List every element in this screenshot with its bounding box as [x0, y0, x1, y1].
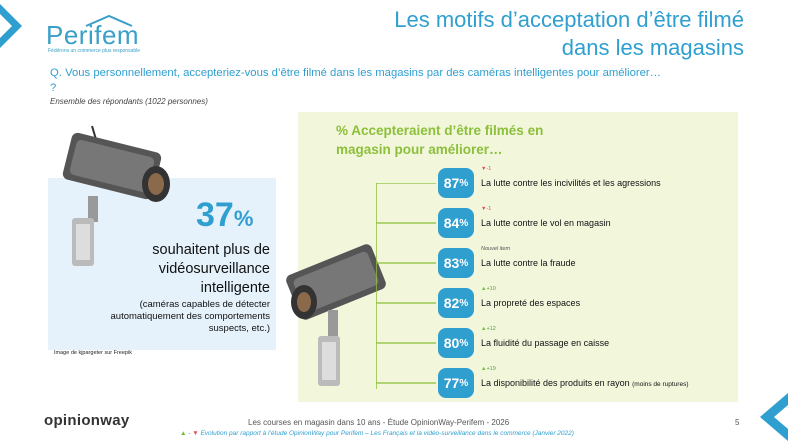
evolution-badge: ▲+10: [481, 286, 496, 292]
results-title: % Accepteraient d’être filmés en magasin…: [336, 123, 544, 157]
item-label: La disponibilité des produits en rayon (…: [481, 378, 688, 388]
evolution-badge: ▼-1: [481, 206, 491, 212]
evolution-badge: ▲+12: [481, 326, 496, 332]
image-credit: Image de kjpargeter sur Freepik: [54, 350, 132, 356]
security-camera-icon: [62, 125, 170, 266]
page-title: Les motifs d’acceptation d’être filmé da…: [184, 6, 744, 62]
highlight-main-text: souhaitent plus de vidéosurveillance int…: [152, 242, 270, 296]
item-label-text: La lutte contre le vol en magasin: [481, 218, 611, 228]
page-number: 5: [735, 418, 740, 427]
evolution-legend-text: Evolution par rapport à l’étude OpinionW…: [200, 430, 574, 437]
pill-unit: %: [459, 297, 469, 309]
pill-unit: %: [459, 257, 469, 269]
triangle-up-icon: ▲: [481, 286, 487, 292]
pill-value: 82: [443, 295, 460, 311]
study-reference: Les courses en magasin dans 10 ans - Étu…: [248, 418, 510, 427]
pill-unit: %: [459, 377, 469, 389]
item-label-text: La fluidité du passage en caisse: [481, 338, 610, 348]
item-label-text: La lutte contre les incivilités et les a…: [481, 178, 661, 188]
triangle-down-icon: ▼: [481, 206, 487, 212]
evolution-value: Nouvel item: [481, 246, 511, 252]
triangle-down-icon: ▼: [192, 430, 199, 437]
corner-chevron-bottom-right: [760, 393, 788, 441]
percentage-pill: 83%: [438, 248, 474, 278]
pill-unit: %: [459, 217, 469, 229]
perifem-logo: Perifem Fédérons un commerce plus respon…: [46, 14, 156, 54]
pill-value: 77: [443, 375, 460, 391]
evolution-value: -1: [486, 206, 492, 212]
triangle-down-icon: ▼: [481, 166, 487, 172]
pill-value: 80: [443, 335, 460, 351]
item-label: La propreté des espaces: [481, 298, 580, 308]
pill-value: 84: [443, 215, 460, 231]
triangle-up-icon: ▲: [481, 326, 487, 332]
pill-unit: %: [459, 337, 469, 349]
item-label-note: (moins de ruptures): [632, 381, 689, 388]
evolution-badge: ▼-1: [481, 166, 491, 172]
item-label: La lutte contre la fraude: [481, 258, 576, 268]
big-number: 37: [196, 196, 234, 234]
evolution-value: +19: [486, 366, 496, 372]
item-label: La lutte contre les incivilités et les a…: [481, 178, 661, 188]
security-camera-icon: [286, 244, 386, 386]
opinionway-logo: opinionway: [44, 412, 130, 429]
pill-value: 87: [443, 175, 460, 191]
evolution-legend: ▲ - ▼ Evolution par rapport à l’étude Op…: [180, 430, 574, 437]
percentage-pill: 87%: [438, 168, 474, 198]
title-line-2: dans les magasins: [561, 35, 744, 60]
triangle-up-icon: ▲: [180, 430, 187, 437]
survey-question: Q. Vous personnellement, accepteriez-vou…: [50, 67, 661, 94]
evolution-value: -1: [486, 166, 492, 172]
evolution-badge: ▲+19: [481, 366, 496, 372]
roof-icon: [85, 14, 133, 27]
pill-value: 83: [443, 255, 460, 271]
corner-chevron-top-left: [0, 4, 22, 48]
percentage-pill: 80%: [438, 328, 474, 358]
item-label-text: La disponibilité des produits en rayon: [481, 378, 630, 388]
item-label-text: La propreté des espaces: [481, 298, 581, 308]
evolution-value: +10: [486, 286, 496, 292]
evolution-badge: Nouvel item: [481, 246, 510, 252]
item-label: La fluidité du passage en caisse: [481, 338, 609, 348]
item-label: La lutte contre le vol en magasin: [481, 218, 611, 228]
logo-wordmark: Perifem: [46, 20, 140, 50]
big-percentage: 37%: [196, 196, 253, 235]
items-bracket: [376, 183, 436, 389]
highlight-sub-text: (caméras capables de détecter automatiqu…: [110, 299, 270, 334]
percentage-pill: 77%: [438, 368, 474, 398]
evolution-value: +12: [486, 326, 496, 332]
big-unit: %: [233, 206, 254, 231]
pill-unit: %: [459, 177, 469, 189]
percentage-pill: 84%: [438, 208, 474, 238]
logo-tagline: Fédérons un commerce plus responsable: [48, 48, 140, 54]
triangle-up-icon: ▲: [481, 366, 487, 372]
title-line-1: Les motifs d’acceptation d’être filmé: [394, 7, 744, 32]
percentage-pill: 82%: [438, 288, 474, 318]
respondent-base: Ensemble des répondants (1022 personnes): [50, 97, 208, 106]
item-label-text: La lutte contre la fraude: [481, 258, 576, 268]
